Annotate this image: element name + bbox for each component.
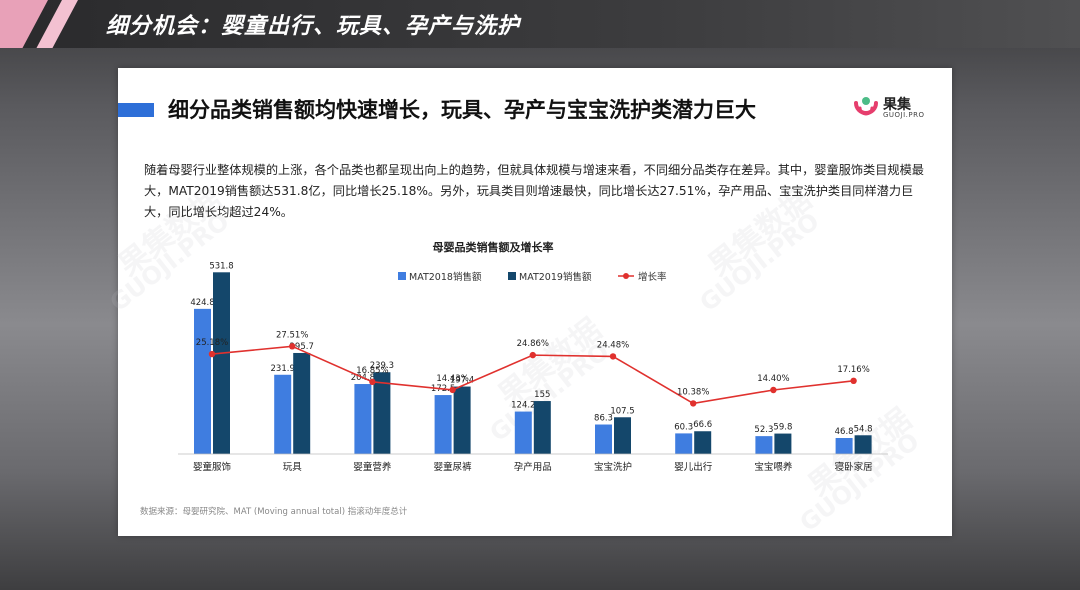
slide-title: 细分品类销售额均快速增长，玩具、孕产与宝宝洗护类潜力巨大 bbox=[168, 98, 756, 122]
legend-swatch bbox=[508, 272, 516, 280]
logo-text: 果集 bbox=[883, 97, 911, 113]
bar-value-label: 52.3 bbox=[754, 425, 773, 435]
bar bbox=[774, 433, 792, 454]
chart-legend: MAT2018销售额 MAT2019销售额 增长率 bbox=[398, 271, 667, 283]
bar bbox=[614, 417, 631, 454]
growth-rate-point bbox=[850, 377, 857, 384]
growth-bar-chart: 母婴品类销售额及增长率 MAT2018销售额 MAT2019销售额 增长率 424.… bbox=[178, 240, 888, 473]
legend-swatch bbox=[398, 272, 406, 280]
bar bbox=[293, 352, 311, 454]
summary-paragraph: 随着母婴行业整体规模的上涨，各个品类也都呈现出向上的趋势，但就具体规模与增速来看… bbox=[144, 163, 924, 219]
data-source-note: 数据来源：母婴研究院、MAT (Moving annual total) 指滚动… bbox=[140, 507, 408, 517]
bar bbox=[453, 386, 471, 454]
chart-title: 母婴品类销售额及增长率 bbox=[433, 240, 554, 254]
growth-rate-label: 14.40% bbox=[757, 374, 789, 384]
bar-value-label: 46.8 bbox=[835, 427, 854, 437]
legend-label: MAT2019销售额 bbox=[519, 271, 592, 283]
slide-card: 果集数据 GUOJI.PRO 果集数据 GUOJI.PRO 果集数据 GUOJI… bbox=[105, 68, 952, 537]
growth-rate-point bbox=[208, 350, 216, 358]
bar-value-label: 59.8 bbox=[773, 423, 792, 433]
bar bbox=[514, 411, 532, 454]
growth-rate-label: 27.51% bbox=[276, 330, 308, 340]
category-label: 婴儿出行 bbox=[674, 461, 713, 473]
category-label: 寝卧家居 bbox=[835, 461, 873, 473]
legend-label: 增长率 bbox=[638, 271, 667, 283]
bar bbox=[694, 431, 712, 454]
bar-value-label: 197.4 bbox=[450, 376, 474, 386]
bar bbox=[675, 433, 693, 454]
growth-rate-point bbox=[609, 353, 617, 360]
bar-value-label: 155 bbox=[534, 390, 550, 400]
bar bbox=[835, 438, 853, 454]
growth-rate-point bbox=[369, 378, 376, 386]
bar bbox=[354, 384, 372, 454]
bar-value-label: 124.2 bbox=[511, 401, 535, 411]
category-label: 宝宝洗护 bbox=[594, 461, 632, 473]
category-label: 婴童服饰 bbox=[193, 461, 231, 473]
bar bbox=[213, 272, 230, 454]
brand-logo: 果集 GUOJI.PRO bbox=[853, 94, 943, 124]
bar-value-label: 231.9 bbox=[271, 364, 295, 374]
growth-rate-label: 16.85% bbox=[356, 366, 388, 376]
bar-value-label: 86.3 bbox=[594, 414, 613, 424]
top-banner: 细分机会：婴童出行、玩具、孕产与洗护 bbox=[0, 0, 1080, 48]
growth-rate-point bbox=[770, 386, 777, 394]
logo-subtext: GUOJI.PRO bbox=[883, 111, 925, 119]
bar-value-label: 239.3 bbox=[370, 361, 394, 371]
bar-value-label: 424.8 bbox=[190, 298, 214, 308]
bar bbox=[434, 395, 452, 454]
growth-rate-label: 24.86% bbox=[517, 339, 549, 349]
bar bbox=[533, 401, 551, 454]
logo-icon bbox=[854, 97, 878, 116]
banner-title: 细分机会：婴童出行、玩具、孕产与洗护 bbox=[106, 14, 521, 39]
category-label: 婴童营养 bbox=[353, 461, 392, 473]
growth-rate-point bbox=[289, 343, 296, 350]
growth-rate-label: 24.48% bbox=[597, 340, 629, 350]
growth-rate-point bbox=[690, 400, 697, 407]
category-label: 婴童尿裤 bbox=[434, 461, 473, 473]
category-label: 玩具 bbox=[283, 462, 303, 473]
bar-value-label: 107.5 bbox=[610, 406, 634, 416]
bar bbox=[854, 435, 872, 454]
legend-label: MAT2018销售额 bbox=[409, 271, 482, 283]
legend-marker bbox=[623, 273, 629, 279]
title-accent-bar bbox=[118, 103, 154, 117]
bar bbox=[274, 374, 292, 454]
category-label: 孕产用品 bbox=[514, 461, 552, 473]
bar-value-label: 66.6 bbox=[693, 420, 712, 430]
growth-rate-label: 10.38% bbox=[677, 387, 709, 397]
bar bbox=[194, 308, 211, 454]
bar bbox=[755, 436, 773, 454]
bar-value-label: 295.7 bbox=[290, 342, 314, 352]
growth-rate-label: 14.43% bbox=[436, 374, 468, 384]
growth-rate-point bbox=[449, 386, 456, 394]
bar-value-label: 531.8 bbox=[209, 261, 233, 271]
growth-rate-label: 25.18% bbox=[196, 338, 228, 348]
bar-value-label: 60.3 bbox=[674, 422, 693, 432]
growth-rate-label: 17.16% bbox=[837, 365, 869, 375]
category-label: 宝宝喂养 bbox=[754, 461, 793, 473]
bar-value-label: 54.8 bbox=[854, 424, 873, 434]
growth-rate-point bbox=[529, 351, 536, 359]
bar bbox=[595, 424, 612, 454]
bar bbox=[373, 372, 391, 454]
